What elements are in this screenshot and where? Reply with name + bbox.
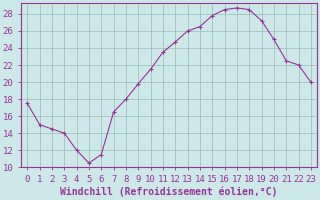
- X-axis label: Windchill (Refroidissement éolien,°C): Windchill (Refroidissement éolien,°C): [60, 187, 278, 197]
